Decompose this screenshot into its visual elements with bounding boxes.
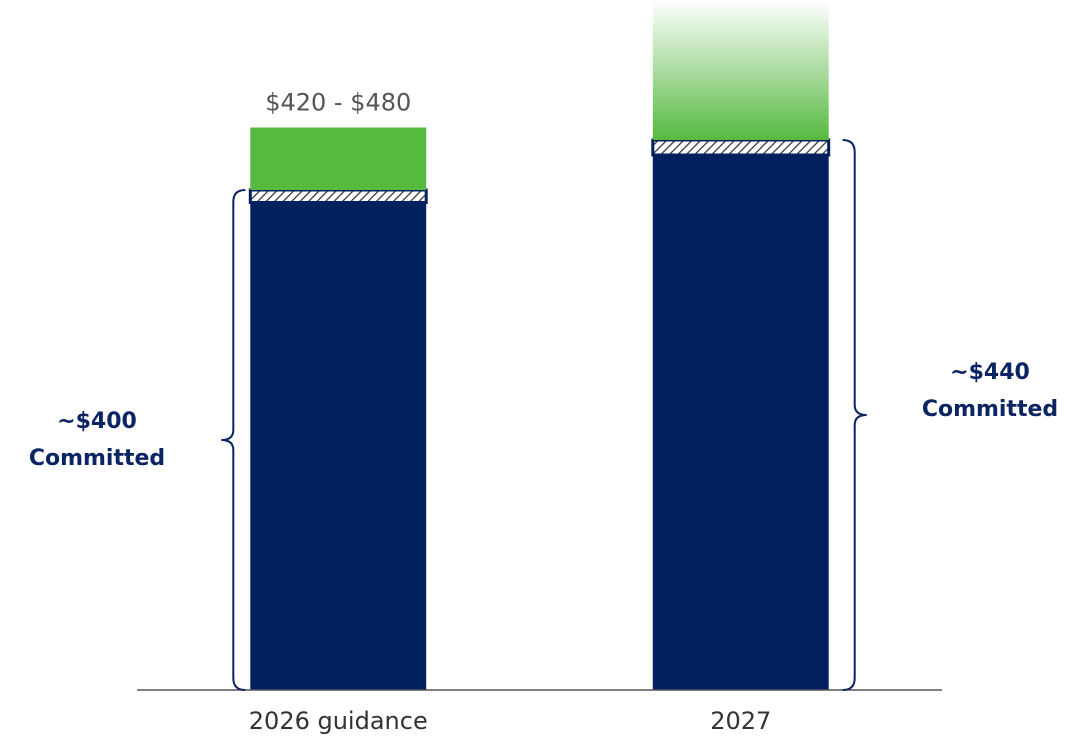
bar-segment <box>248 188 428 204</box>
bracket-label: ~$400 <box>57 409 137 434</box>
bar-segment <box>652 155 829 690</box>
x-tick-label: 2027 <box>710 707 771 735</box>
bracket-label: Committed <box>29 446 165 471</box>
bar-segment <box>250 202 427 690</box>
bracket <box>221 189 246 691</box>
bar-segment <box>651 138 831 157</box>
bar-segment <box>250 127 427 190</box>
bar-segment <box>652 0 829 140</box>
range-label: $420 - $480 <box>265 89 411 117</box>
bracket <box>842 139 867 691</box>
bracket-label: ~$440 <box>950 360 1030 385</box>
x-tick-label: 2026 guidance <box>249 707 428 735</box>
bracket-label: Committed <box>922 397 1058 422</box>
